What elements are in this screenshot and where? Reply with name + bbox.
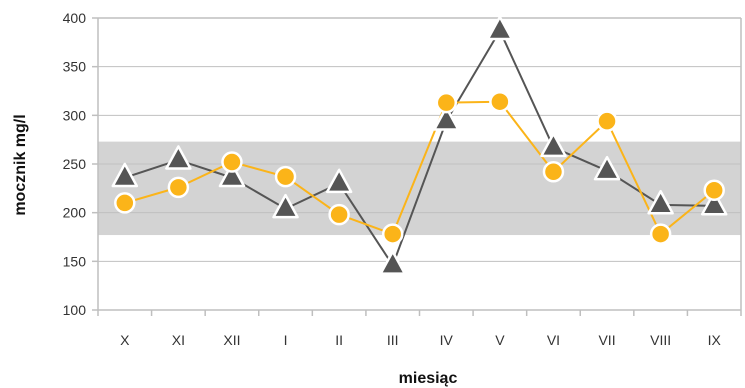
x-tick-label-VII: VII [598, 332, 615, 348]
axes [92, 17, 742, 316]
reference-band [98, 141, 741, 236]
y-tick-label-350: 350 [63, 59, 87, 75]
x-tick-label-II: II [335, 332, 343, 348]
series-1-point-IV [433, 106, 460, 131]
y-axis-title: mocznik mg/l [12, 114, 29, 215]
x-tick-label-IV: IV [440, 332, 454, 348]
x-tick-label-VIII: VIII [650, 332, 671, 348]
series-2-point-IV [435, 91, 458, 114]
series-1-point-X [111, 162, 139, 188]
series-1-point-VI [540, 132, 567, 158]
series-layer [111, 15, 728, 275]
y-tick-label-100: 100 [63, 302, 87, 318]
x-tick-label-XI: XI [172, 332, 185, 348]
x-tick-label-X: X [120, 332, 130, 348]
x-tick-label-I: I [284, 332, 288, 348]
x-tick-label-IX: IX [708, 332, 722, 348]
x-tick-label-VI: VI [547, 332, 560, 348]
y-tick-label-250: 250 [63, 156, 87, 172]
series-2-point-XI [167, 176, 190, 199]
series-1-point-I [272, 193, 299, 219]
x-tick-label-III: III [387, 332, 399, 348]
series-2-point-XII [221, 151, 243, 173]
series-2-markers [114, 90, 725, 245]
x-axis-title: miesiąc [399, 370, 458, 387]
series-2-point-V [489, 90, 511, 113]
x-tick-label-XII: XII [223, 332, 240, 348]
series-2-point-II [328, 203, 350, 226]
series-2-point-I [274, 165, 297, 188]
series-1-point-VIII [647, 189, 674, 215]
series-2-point-X [114, 192, 136, 214]
series-1-point-XI [165, 145, 192, 170]
series-1-markers [111, 15, 728, 275]
series-2-point-VIII [649, 223, 672, 245]
series-2-point-IX [703, 179, 725, 202]
y-tick-label-150: 150 [63, 253, 87, 269]
series-1-point-II [325, 168, 353, 194]
series-1-point-VII [593, 155, 621, 181]
y-tick-label-300: 300 [63, 107, 87, 123]
series-2-point-VI [542, 161, 565, 183]
series-2-point-VII [596, 110, 618, 132]
x-tick-label-V: V [495, 332, 505, 348]
series-1-point-XII [218, 162, 246, 188]
reference-band-layer [98, 141, 741, 236]
series-2-point-III [381, 223, 404, 245]
series-1-point-IX [700, 190, 728, 216]
y-tick-label-200: 200 [63, 205, 87, 221]
series-1-point-III [379, 250, 406, 275]
y-tick-label-400: 400 [63, 10, 87, 26]
series-1-point-V [486, 15, 514, 41]
